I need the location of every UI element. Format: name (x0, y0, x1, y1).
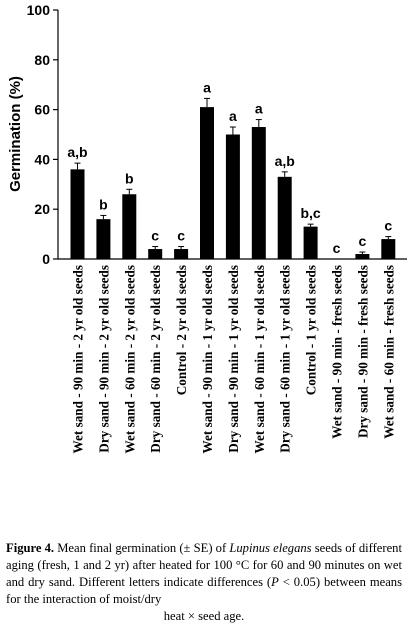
bar (381, 239, 396, 259)
y-tick-label: 40 (34, 151, 50, 167)
significance-letter: c (177, 228, 185, 244)
figure-caption: Figure 4. Mean final germination (± SE) … (6, 540, 402, 625)
x-tick-label: Dry sand - 90 min - fresh seeds (355, 265, 370, 438)
significance-letter: c (384, 218, 392, 234)
y-tick-label: 80 (34, 52, 50, 68)
x-tick-label: Control - 2 yr old seeds (174, 265, 189, 395)
y-tick-label: 20 (34, 201, 50, 217)
bar (96, 219, 111, 259)
x-tick-label: Wet sand - 90 min - 2 yr old seeds (71, 265, 86, 453)
caption-p-symbol: P (271, 575, 279, 589)
y-tick-label: 100 (27, 2, 51, 18)
significance-letter: b,c (300, 205, 320, 221)
x-axis-category-labels: Wet sand - 90 min - 2 yr old seeds Dry sa… (71, 265, 397, 453)
significance-letter: a (255, 101, 263, 117)
bar (122, 194, 137, 259)
caption-text-2: seeds of different aging (fresh, 1 and 2… (6, 541, 402, 589)
significance-letter: c (333, 240, 341, 256)
x-tick-label: Wet sand - 90 min - fresh seeds (330, 265, 345, 439)
bar (148, 249, 163, 259)
bar (70, 169, 85, 259)
x-tick-label: Wet sand - 60 min - 2 yr old seeds (122, 265, 137, 453)
bar (277, 176, 292, 259)
bar (355, 254, 370, 259)
significance-letter: a (203, 79, 211, 95)
bar (200, 107, 214, 259)
caption-figure-label: Figure 4. (6, 541, 55, 555)
caption-species: Lupinus elegans (229, 541, 312, 555)
bar (251, 127, 266, 259)
bar (225, 134, 240, 259)
bar (174, 249, 189, 259)
significance-letter: a (229, 108, 237, 124)
caption-text-1: Mean final germination (± SE) of (54, 541, 230, 555)
significance-letter: c (151, 228, 159, 244)
x-tick-label: Dry sand - 90 min - 2 yr old seeds (96, 265, 111, 453)
x-tick-label: Dry sand - 60 min - 2 yr old seeds (148, 265, 163, 453)
y-tick-label: 60 (34, 102, 50, 118)
significance-letter: b (125, 170, 134, 186)
significance-letter: a,b (275, 153, 295, 169)
y-axis-title: Germination (%) (7, 76, 24, 192)
bar (303, 226, 318, 259)
x-tick-label: Control - 1 yr old seeds (304, 265, 319, 395)
x-tick-label: Dry sand - 60 min - 1 yr old seeds (278, 265, 293, 453)
y-tick-label: 0 (42, 251, 50, 267)
significance-letter: c (359, 233, 367, 249)
caption-text-3: < 0.05) between means for the interactio… (6, 575, 403, 606)
significance-letter: a,b (67, 144, 87, 160)
bars (70, 97, 396, 259)
x-tick-label: Wet sand - 60 min - 1 yr old seeds (252, 265, 267, 453)
significance-letter: b (99, 196, 108, 212)
x-tick-label: Wet sand - 60 min - fresh seeds (381, 265, 396, 439)
caption-last-line: heat × seed age. (163, 609, 245, 623)
x-tick-label: Wet sand - 90 min - 1 yr old seeds (200, 265, 215, 453)
x-tick-label: Dry sand - 90 min - 1 yr old seeds (226, 265, 241, 453)
